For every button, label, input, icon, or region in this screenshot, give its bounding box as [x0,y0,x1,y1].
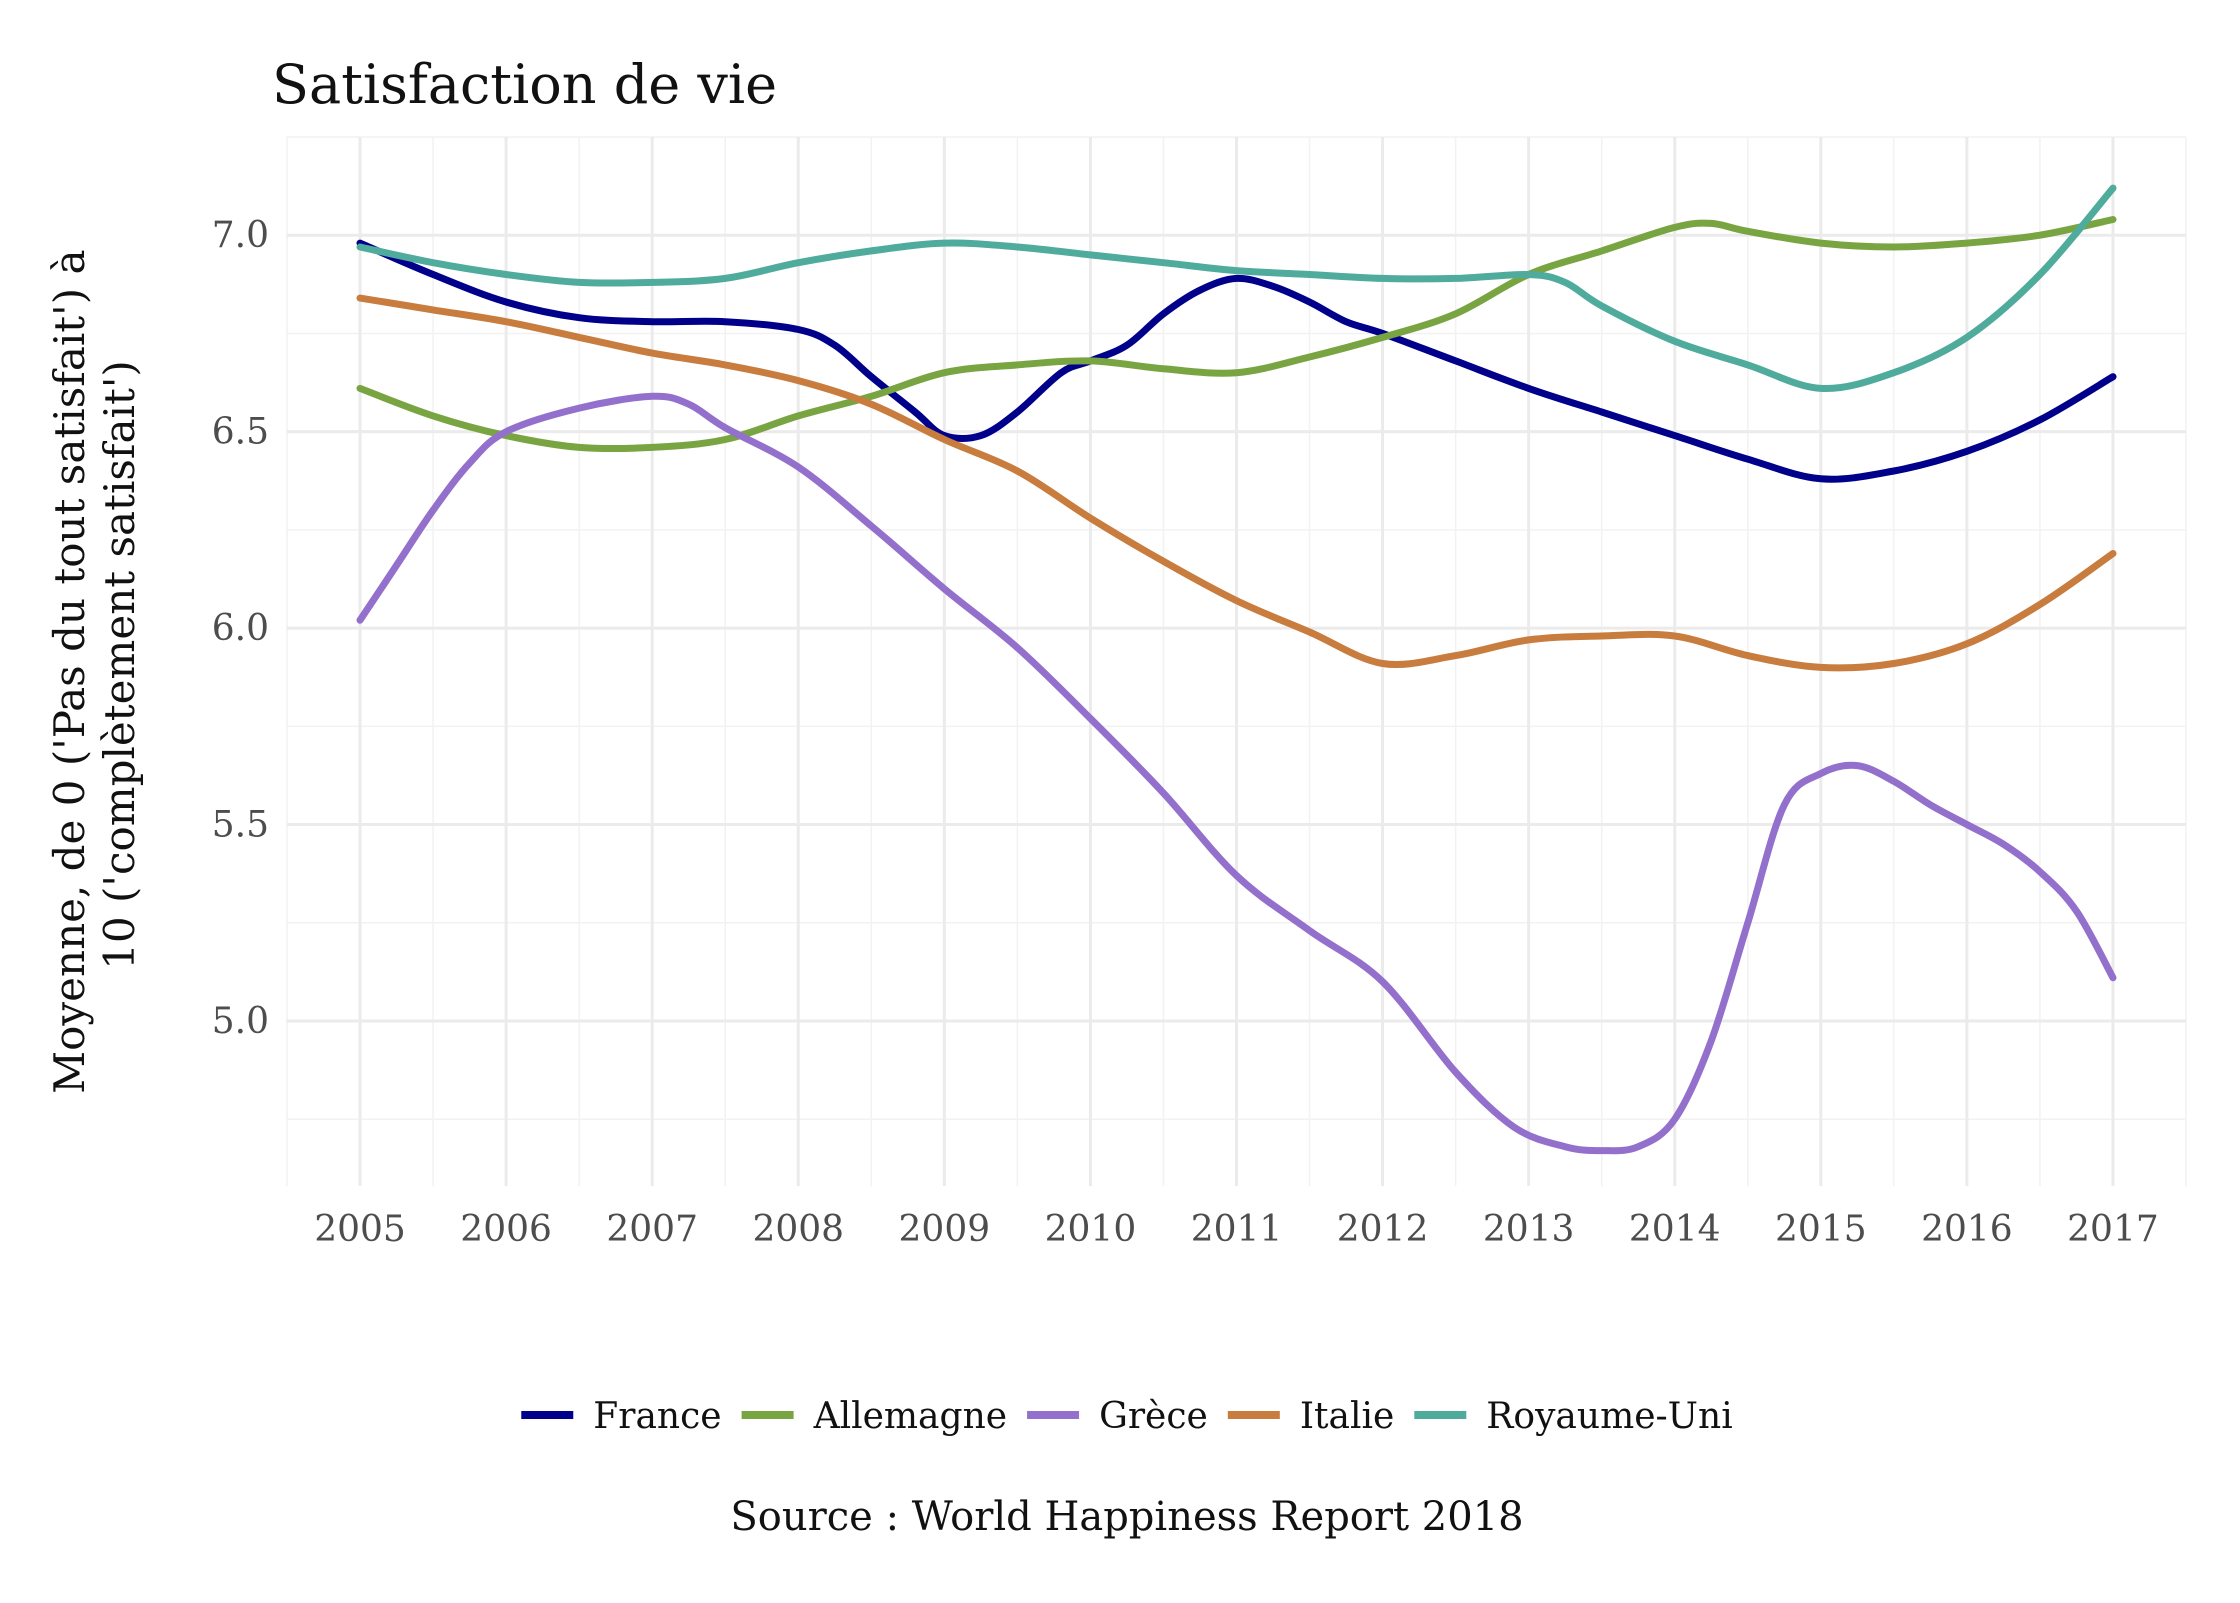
series-line-france [356,239,2117,483]
series-line-allemagne [356,216,2117,453]
legend-label: Allemagne [813,1396,1007,1437]
y-axis-tick-labels: 5.0 5.5 6.0 6.5 7.0 [212,215,269,1042]
x-tick-label: 2017 [2067,1209,2159,1250]
y-tick-label: 7.0 [212,215,269,256]
legend-label: Grèce [1099,1396,1208,1437]
y-axis-title-line-1: Moyenne, de 0 ('Pas du tout satisfait') … [45,250,94,1094]
x-tick-label: 2014 [1629,1209,1721,1250]
legend-item-royaume-uni: Royaume-Uni [1414,1396,1733,1437]
x-axis-tick-labels: 2005 2006 2007 2008 2009 2010 2011 2012 2013 2014… [314,1209,2159,1250]
legend-item-grece: Grèce [1027,1396,1208,1437]
x-tick-label: 2010 [1045,1209,1137,1250]
y-tick-label: 5.0 [212,1001,269,1042]
major-gridlines [287,137,2186,1186]
legend-item-italie: Italie [1227,1396,1394,1437]
series-line-royaume-uni [356,184,2117,393]
y-axis-title: Moyenne, de 0 ('Pas du tout satisfait') … [45,236,144,1094]
x-tick-label: 2005 [314,1209,406,1250]
legend-item-france: France [521,1396,722,1437]
x-tick-label: 2007 [606,1209,698,1250]
x-tick-label: 2013 [1483,1209,1575,1250]
x-tick-label: 2012 [1337,1209,1429,1250]
legend-label: France [593,1396,721,1437]
series-lines [356,184,2117,1155]
chart-caption: Source : World Happiness Report 2018 [730,1494,1523,1540]
x-tick-label: 2011 [1191,1209,1283,1250]
x-tick-label: 2006 [460,1209,552,1250]
series-line-italie [356,294,2117,672]
series-line-grece [356,392,2117,1155]
y-tick-label: 5.5 [212,805,269,846]
y-tick-label: 6.0 [212,608,269,649]
y-axis-title-line-2: 10 ('complètement satisfait') [95,360,144,970]
chart-title: Satisfaction de vie [272,53,777,116]
x-tick-label: 2008 [752,1209,844,1250]
y-tick-label: 6.5 [212,412,269,453]
x-tick-label: 2015 [1775,1209,1867,1250]
legend-item-allemagne: Allemagne [741,1396,1007,1437]
legend: France Allemagne Grèce Italie Royaume-Uni [521,1396,1733,1437]
x-tick-label: 2009 [899,1209,991,1250]
x-tick-label: 2016 [1921,1209,2013,1250]
legend-label: Royaume-Uni [1486,1396,1732,1437]
legend-label: Italie [1300,1396,1394,1437]
